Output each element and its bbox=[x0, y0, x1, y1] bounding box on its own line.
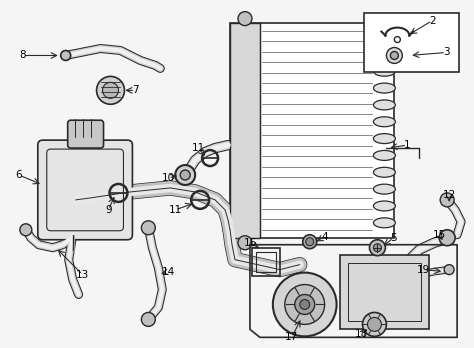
Bar bbox=[339, 255, 429, 329]
Circle shape bbox=[97, 77, 125, 104]
Circle shape bbox=[300, 300, 310, 309]
Circle shape bbox=[439, 230, 455, 246]
Bar bbox=[252, 248, 280, 276]
Text: 6: 6 bbox=[16, 170, 22, 180]
Text: 11: 11 bbox=[191, 143, 205, 153]
Circle shape bbox=[180, 170, 190, 180]
Text: 10: 10 bbox=[162, 173, 175, 183]
Text: 3: 3 bbox=[443, 47, 449, 57]
Text: 8: 8 bbox=[19, 50, 26, 61]
FancyBboxPatch shape bbox=[68, 120, 103, 148]
Circle shape bbox=[61, 50, 71, 61]
Ellipse shape bbox=[374, 184, 395, 194]
Ellipse shape bbox=[374, 100, 395, 110]
Ellipse shape bbox=[374, 201, 395, 211]
Ellipse shape bbox=[374, 33, 395, 42]
Circle shape bbox=[285, 285, 325, 324]
Text: 14: 14 bbox=[162, 267, 175, 277]
Bar bbox=[347, 263, 421, 322]
Circle shape bbox=[141, 221, 155, 235]
Text: 13: 13 bbox=[76, 270, 89, 279]
Text: 1: 1 bbox=[404, 140, 410, 150]
Circle shape bbox=[20, 224, 32, 236]
Bar bbox=[230, 23, 260, 238]
Ellipse shape bbox=[374, 218, 395, 228]
Circle shape bbox=[273, 272, 337, 337]
Circle shape bbox=[386, 48, 402, 63]
Circle shape bbox=[306, 238, 314, 246]
Circle shape bbox=[374, 244, 382, 252]
Ellipse shape bbox=[374, 66, 395, 76]
Bar bbox=[365, 13, 459, 72]
Text: 12: 12 bbox=[443, 190, 456, 200]
Text: 19: 19 bbox=[417, 264, 430, 275]
Circle shape bbox=[363, 313, 386, 337]
Circle shape bbox=[238, 11, 252, 26]
Text: 9: 9 bbox=[105, 205, 112, 215]
Circle shape bbox=[238, 236, 252, 250]
Ellipse shape bbox=[374, 150, 395, 160]
Circle shape bbox=[444, 264, 454, 275]
Circle shape bbox=[369, 240, 385, 256]
Text: 5: 5 bbox=[390, 233, 397, 243]
Text: 16: 16 bbox=[243, 238, 256, 248]
Circle shape bbox=[440, 193, 454, 207]
Text: 17: 17 bbox=[285, 332, 299, 342]
Text: 11: 11 bbox=[169, 205, 182, 215]
Circle shape bbox=[175, 165, 195, 185]
FancyBboxPatch shape bbox=[38, 140, 132, 240]
Ellipse shape bbox=[374, 49, 395, 60]
Bar bbox=[256, 252, 276, 271]
Circle shape bbox=[295, 294, 315, 315]
Circle shape bbox=[367, 317, 382, 331]
Text: 18: 18 bbox=[355, 329, 368, 339]
Bar bbox=[230, 23, 394, 238]
Circle shape bbox=[303, 235, 317, 249]
Text: 7: 7 bbox=[132, 85, 139, 95]
Text: 15: 15 bbox=[433, 230, 446, 240]
Text: 2: 2 bbox=[429, 16, 436, 26]
Circle shape bbox=[394, 37, 401, 42]
Text: 4: 4 bbox=[321, 232, 328, 242]
Circle shape bbox=[391, 52, 398, 60]
Circle shape bbox=[141, 313, 155, 326]
Ellipse shape bbox=[374, 167, 395, 177]
Circle shape bbox=[102, 82, 118, 98]
Ellipse shape bbox=[374, 134, 395, 144]
Ellipse shape bbox=[374, 83, 395, 93]
Ellipse shape bbox=[374, 117, 395, 127]
